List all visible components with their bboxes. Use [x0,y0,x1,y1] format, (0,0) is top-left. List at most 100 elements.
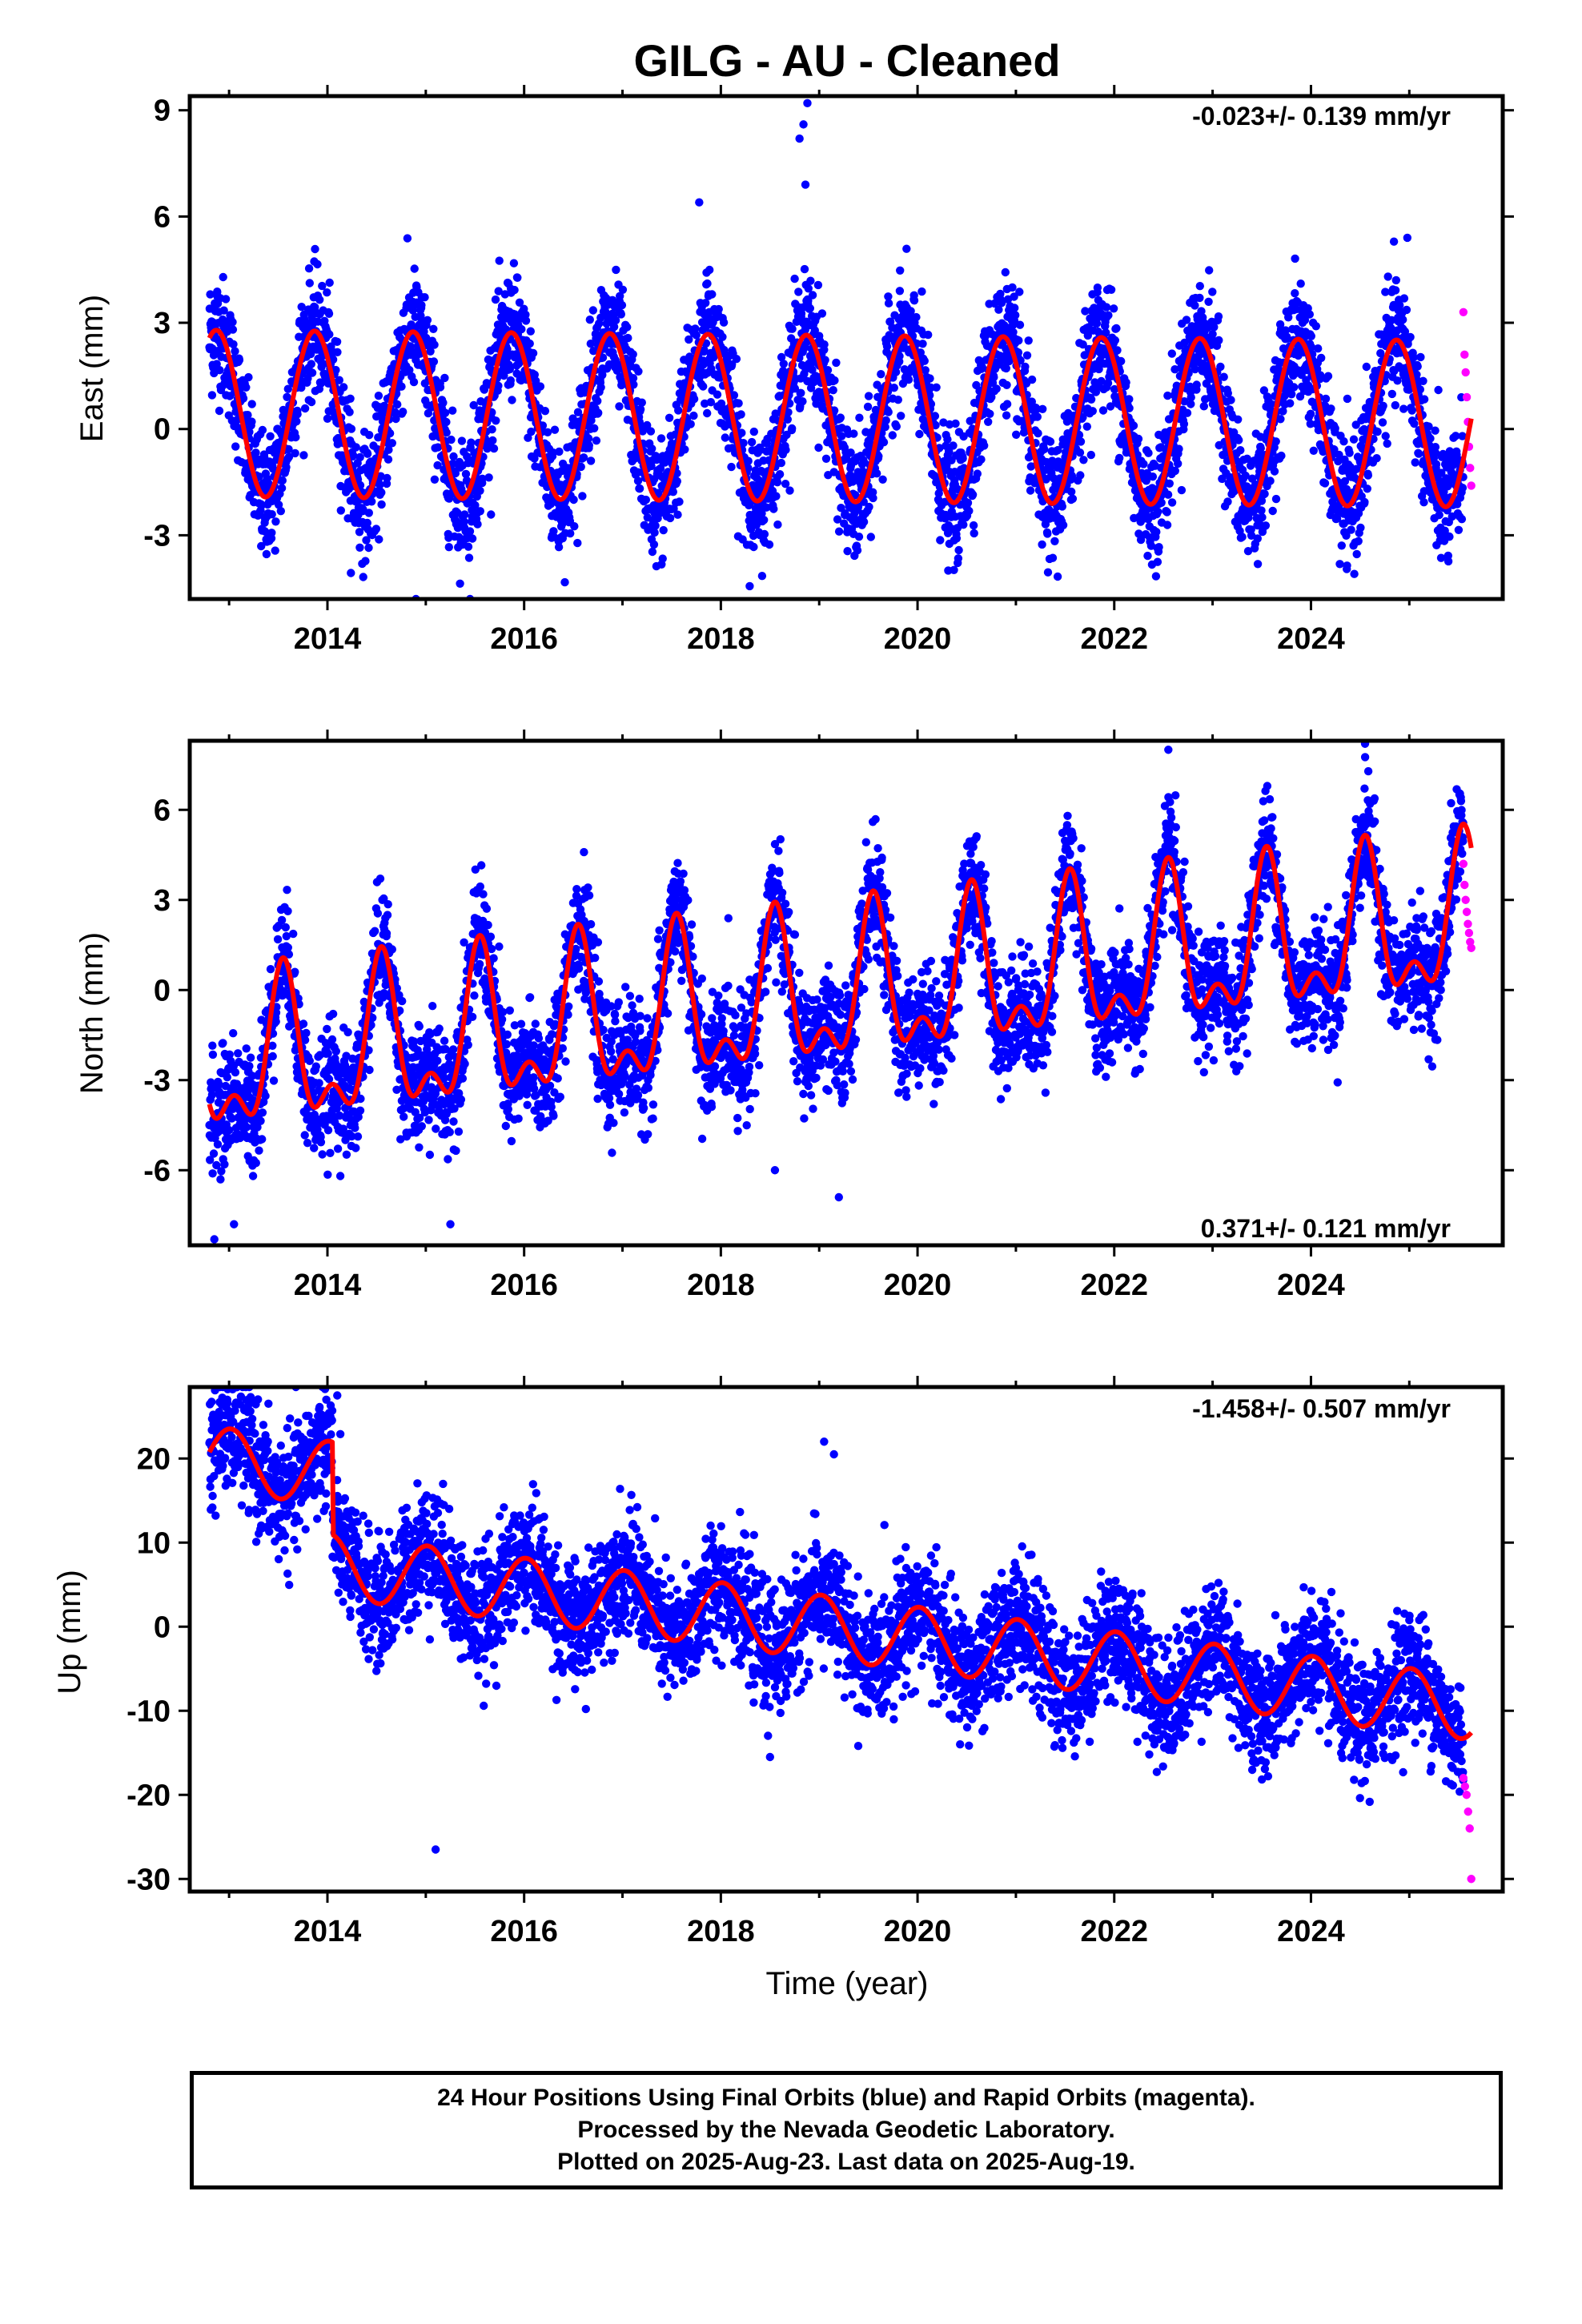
east-final-point [335,376,343,384]
east-final-point [949,441,958,450]
east-final-point [278,476,287,485]
east-final-point [1399,294,1409,303]
east-final-point [274,501,283,509]
east-final-point [1112,324,1121,333]
east-final-point [449,452,458,461]
east-final-point [1014,336,1023,345]
east-final-point [1362,362,1371,372]
east-final-point [718,332,727,341]
north-final-point [234,1049,243,1058]
east-final-point [1199,402,1209,411]
east-final-point [1088,407,1098,416]
east-final-point [1349,435,1359,444]
east-final-point [231,347,239,356]
east-final-point [609,322,619,332]
east-final-point [1407,406,1416,415]
east-final-point [1122,378,1130,387]
east-final-point [737,410,745,419]
east-final-point [980,441,989,450]
east-final-point [1015,287,1024,296]
north-final-point [273,935,283,944]
east-final-point [656,434,666,443]
east-final-point [331,365,340,375]
east-final-point [823,366,833,375]
east-final-point [543,428,552,436]
north-final-point [224,1126,234,1135]
east-final-point [1389,237,1399,246]
east-final-point [282,463,291,472]
east-final-point [480,385,489,394]
east-final-point [219,272,227,282]
east-rapid-point [1460,350,1469,360]
east-final-point [1174,444,1183,453]
east-final-point [385,428,395,438]
east-final-point [375,535,383,544]
east-final-point [363,449,372,458]
east-final-point [588,306,597,315]
east-final-point [1227,396,1235,404]
east-final-point [1238,533,1247,541]
east-final-point [1419,376,1427,385]
east-final-point [347,424,356,433]
east-final-point [423,316,432,324]
east-final-point [1216,362,1225,372]
east-final-point [532,376,540,385]
east-final-point [456,579,464,588]
east-final-point [1195,282,1205,291]
east-rapid-point [1466,464,1475,472]
east-final-point [1048,553,1058,562]
east-final-point [489,444,499,453]
east-final-point [637,398,646,407]
east-final-point [629,380,638,389]
north-final-point [208,1169,217,1178]
east-final-point [1026,486,1035,495]
east-final-point [747,437,757,447]
east-final-point [525,339,534,348]
east-final-point [719,318,729,327]
east-final-point [1266,476,1275,485]
east-final-point [992,384,1001,393]
east-final-point [228,325,238,334]
east-final-point [772,492,781,501]
east-final-point [307,360,315,368]
east-final-point [656,464,665,473]
east-final-point [267,510,276,519]
east-final-point [494,381,503,390]
east-final-point [616,310,625,319]
east-final-point [566,529,575,538]
east-final-point [447,435,456,444]
east-final-point [727,462,736,472]
east-final-point [744,456,753,465]
east-final-point [488,425,496,434]
east-final-point [714,304,723,314]
east-final-point [1372,454,1381,463]
east-final-point [779,360,788,368]
east-final-point [1343,394,1352,404]
east-final-point [1260,489,1269,498]
east-final-point [242,383,251,392]
east-final-point [986,409,994,418]
east-final-point [598,353,608,362]
east-final-point [323,414,332,423]
east-final-point [651,521,660,530]
east-final-point [464,542,473,551]
east-final-point [362,536,371,545]
east-x-tick-label: 2016 [490,622,558,656]
east-final-point [1309,446,1319,455]
east-final-point [410,264,419,273]
east-final-point [371,525,381,533]
east-rapid-point [1467,481,1476,490]
east-final-point [465,527,475,536]
east-final-point [1033,412,1042,421]
east-final-point [969,521,978,530]
east-final-point [970,529,978,538]
east-y-axis-label: East (mm) [74,295,110,442]
east-final-point [895,287,905,296]
east-final-point [1117,356,1126,366]
east-final-point [1379,401,1387,410]
east-final-point [1457,515,1467,524]
east-final-point [1352,549,1361,559]
east-final-point [569,495,578,505]
east-final-point [1290,383,1299,392]
east-final-point [1167,349,1177,358]
